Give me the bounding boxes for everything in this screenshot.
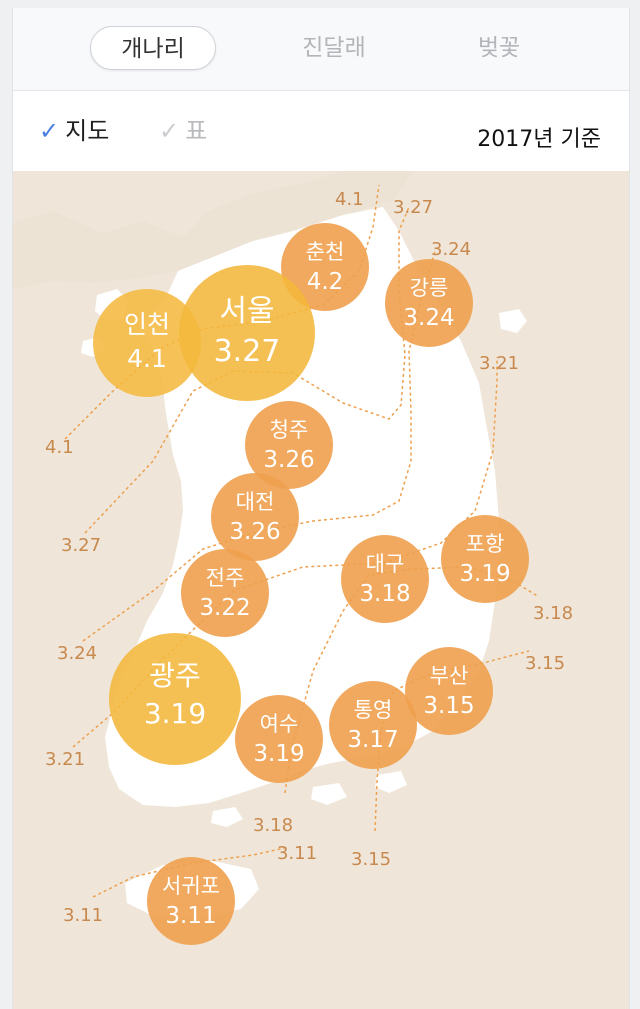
city-value: 3.22 — [199, 595, 250, 621]
map-view-label: 지도 — [65, 117, 110, 145]
city-name: 강릉 — [410, 276, 449, 300]
island-south-3 — [375, 771, 407, 793]
isoline-label: 3.15 — [351, 849, 391, 870]
flower-tab-bar: 개나리 진달래 벚꽃 — [13, 8, 629, 91]
city-bubble — [441, 515, 529, 603]
island-east — [499, 309, 527, 333]
city-busan[interactable]: 부산 3.15 — [405, 647, 493, 735]
northern-land — [13, 171, 413, 289]
isoline-label: 3.18 — [533, 603, 573, 624]
city-bubble — [281, 223, 369, 311]
check-icon: ✓ — [159, 117, 180, 145]
map-view-toggle[interactable]: ✓ 지도 — [39, 113, 109, 149]
city-value: 4.2 — [307, 269, 344, 295]
table-view-label: 표 — [185, 117, 208, 145]
city-name: 청주 — [270, 418, 309, 442]
isoline-label: 3.27 — [393, 197, 433, 218]
isoline-label: 3.21 — [479, 353, 519, 374]
tab-forsythia[interactable]: 개나리 — [90, 26, 216, 70]
isoline-3-21 — [72, 357, 498, 748]
city-jeonju[interactable]: 전주 3.22 — [181, 549, 269, 637]
city-incheon[interactable]: 인천 4.1 — [93, 289, 201, 397]
isoline-label: 3.24 — [431, 239, 471, 260]
isoline-label: 3.15 — [525, 653, 565, 674]
city-value: 3.24 — [403, 305, 454, 331]
app-frame: 개나리 진달래 벚꽃 ✓ 지도 ✓ 표 2017년 기준 — [12, 8, 630, 1009]
city-cheongju[interactable]: 청주 3.26 — [245, 401, 333, 489]
city-name: 서울 — [219, 294, 274, 329]
isoline-label: 3.11 — [277, 843, 317, 864]
isoline-label: 3.24 — [57, 643, 97, 664]
city-name: 서귀포 — [162, 874, 220, 898]
city-bubble — [405, 647, 493, 735]
city-name: 여수 — [260, 712, 299, 736]
city-name: 춘천 — [306, 240, 345, 264]
city-bubble — [245, 401, 333, 489]
city-chuncheon[interactable]: 춘천 4.2 — [281, 223, 369, 311]
city-gwangju[interactable]: 광주 3.19 — [109, 633, 241, 765]
tab-cherry-blossom[interactable]: 벚꽃 — [477, 35, 521, 61]
city-name: 부산 — [430, 664, 469, 688]
isoline-label: 4.1 — [45, 437, 74, 458]
isoline-label: 4.1 — [335, 189, 364, 210]
city-seoul[interactable]: 서울 3.27 — [179, 265, 315, 401]
basis-year-text: 2017년 기준 — [477, 127, 601, 152]
city-bubble — [181, 549, 269, 637]
city-value: 3.26 — [229, 519, 280, 545]
city-bubble — [341, 535, 429, 623]
city-name: 포항 — [466, 532, 505, 556]
city-value: 3.19 — [253, 741, 304, 767]
isoline-label: 3.18 — [253, 815, 293, 836]
city-tongyeong[interactable]: 통영 3.17 — [329, 681, 417, 769]
city-value: 3.19 — [144, 697, 206, 730]
city-bubble — [385, 259, 473, 347]
city-seogwipo[interactable]: 서귀포 3.11 — [147, 857, 235, 945]
city-name: 통영 — [354, 698, 393, 722]
city-name: 인천 — [124, 310, 170, 339]
map-canvas: 4.1 3.27 3.24 3.21 4.1 3.27 3.24 3.21 3.… — [13, 171, 629, 1009]
city-value: 3.18 — [359, 581, 410, 607]
city-name: 광주 — [149, 659, 201, 692]
city-daegu[interactable]: 대구 3.18 — [341, 535, 429, 623]
view-toolbar: ✓ 지도 ✓ 표 2017년 기준 — [13, 91, 629, 171]
tab-azalea[interactable]: 진달래 — [302, 35, 366, 61]
isoline-3-15 — [374, 650, 530, 832]
city-value: 3.27 — [214, 334, 281, 369]
city-value: 3.26 — [263, 447, 314, 473]
city-value: 4.1 — [127, 344, 167, 373]
island-south-2 — [311, 783, 347, 805]
city-pohang[interactable]: 포항 3.19 — [441, 515, 529, 603]
city-value: 3.15 — [423, 693, 474, 719]
city-bubble — [235, 695, 323, 783]
city-bubble — [109, 633, 241, 765]
city-yeosu[interactable]: 여수 3.19 — [235, 695, 323, 783]
city-value: 3.17 — [347, 727, 398, 753]
city-gangneung[interactable]: 강릉 3.24 — [385, 259, 473, 347]
city-bubble — [147, 857, 235, 945]
city-bubble — [329, 681, 417, 769]
city-name: 전주 — [206, 566, 245, 590]
city-bubble — [179, 265, 315, 401]
city-value: 3.11 — [165, 903, 216, 929]
island-south-1 — [211, 807, 243, 827]
city-bubble — [211, 473, 299, 561]
isoline-label-group: 4.1 3.27 3.24 3.21 4.1 3.27 3.24 3.21 3.… — [45, 189, 573, 926]
table-view-toggle[interactable]: ✓ 표 — [159, 113, 207, 149]
city-name: 대구 — [366, 552, 405, 576]
city-bubble-group: 춘천 4.2 강릉 3.24 인천 4.1 서울 3.27 — [93, 223, 529, 945]
isoline-label: 3.11 — [63, 905, 103, 926]
bloom-date-map: 4.1 3.27 3.24 3.21 4.1 3.27 3.24 3.21 3.… — [13, 171, 629, 1009]
isoline-label: 3.21 — [45, 749, 85, 770]
city-bubble — [93, 289, 201, 397]
city-value: 3.19 — [459, 561, 510, 587]
check-icon: ✓ — [39, 117, 60, 145]
city-name: 대전 — [236, 490, 275, 514]
isoline-label: 3.27 — [61, 535, 101, 556]
city-daejeon[interactable]: 대전 3.26 — [211, 473, 299, 561]
